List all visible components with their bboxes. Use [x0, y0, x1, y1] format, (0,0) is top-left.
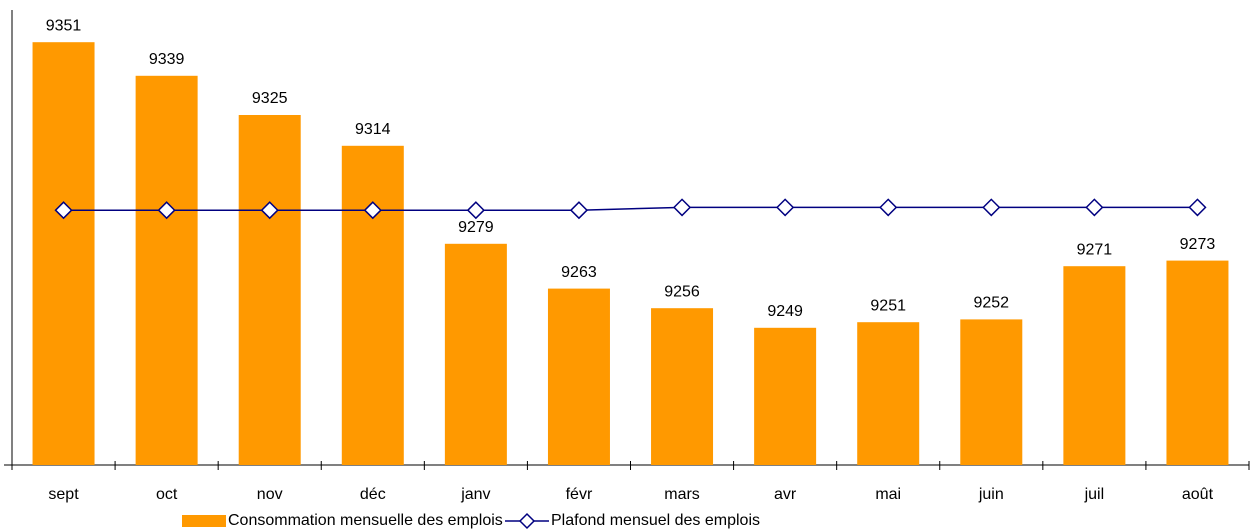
- data-label: 9263: [561, 264, 597, 281]
- legend-label: Plafond mensuel des emplois: [551, 512, 760, 529]
- data-label: 9351: [46, 17, 82, 34]
- marker: [672, 198, 692, 217]
- legend-marker: [518, 512, 536, 530]
- legend-label: Consommation mensuelle des emplois: [228, 512, 503, 529]
- marker: [982, 198, 1001, 217]
- data-label: 9279: [458, 219, 494, 236]
- x-tick-label: janv: [460, 486, 490, 503]
- x-tick-label: sept: [48, 486, 79, 503]
- bar: [960, 319, 1023, 465]
- bar: [341, 145, 404, 466]
- x-tick-label: mai: [875, 486, 901, 503]
- marker: [466, 201, 485, 220]
- marker: [157, 201, 176, 220]
- marker: [569, 201, 589, 220]
- x-tick-label: févr: [566, 486, 593, 503]
- bar: [135, 75, 198, 466]
- bar: [651, 308, 714, 465]
- x-tick-label: juin: [978, 486, 1004, 503]
- data-label: 9252: [973, 295, 1009, 312]
- data-label: 9256: [664, 283, 700, 300]
- bar: [547, 288, 610, 465]
- x-tick-label: juil: [1084, 486, 1105, 503]
- x-tick-label: déc: [360, 486, 386, 503]
- x-tick-label: oct: [156, 486, 178, 503]
- marker: [363, 201, 382, 220]
- data-label: 9249: [767, 303, 803, 320]
- legend-swatch: [182, 515, 226, 527]
- marker: [260, 201, 279, 220]
- bar: [857, 322, 920, 465]
- x-tick-label: avr: [774, 486, 797, 503]
- data-label: 9314: [355, 121, 391, 138]
- data-label: 9271: [1077, 241, 1113, 258]
- bar: [754, 327, 817, 465]
- marker: [879, 198, 898, 217]
- marker: [54, 201, 73, 220]
- bar: [1063, 266, 1126, 465]
- line: [63, 206, 1198, 211]
- bar: [238, 115, 301, 465]
- bar: [32, 42, 95, 465]
- data-label: 9339: [149, 51, 185, 68]
- data-label: 9325: [252, 90, 288, 107]
- marker: [1085, 198, 1104, 217]
- bar: [1166, 260, 1229, 465]
- x-tick-label: mars: [664, 486, 700, 503]
- x-tick-label: août: [1182, 486, 1214, 503]
- bar: [444, 243, 507, 465]
- data-label: 9251: [870, 297, 906, 314]
- marker: [1188, 198, 1207, 217]
- x-tick-label: nov: [257, 486, 283, 503]
- marker: [776, 198, 795, 217]
- data-label: 9273: [1180, 236, 1216, 253]
